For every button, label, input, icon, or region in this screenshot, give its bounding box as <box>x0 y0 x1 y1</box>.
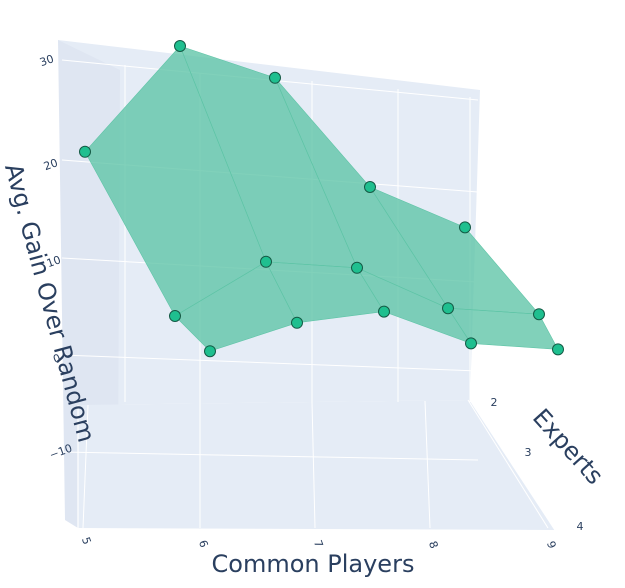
z-tick-label: 20 <box>42 156 60 173</box>
x-tick-label: 9 <box>544 539 559 550</box>
x-axis-title: Common Players <box>212 550 415 578</box>
surface-mesh <box>84 45 559 352</box>
y-axis-title: Experts <box>527 403 609 489</box>
floor-plane <box>78 400 555 530</box>
y-tick-label: 4 <box>577 520 584 533</box>
data-point <box>204 345 216 358</box>
x-grid-line <box>424 400 431 529</box>
data-point <box>552 343 564 356</box>
data-point <box>79 145 91 158</box>
x-tick-label: 7 <box>311 538 326 549</box>
data-point <box>459 221 471 234</box>
data-point <box>169 310 181 322</box>
x-tick-label: 8 <box>426 539 441 550</box>
data-point <box>442 302 454 315</box>
data-point <box>269 71 281 84</box>
y-grid-line <box>469 399 556 531</box>
data-point <box>351 261 363 274</box>
z-grid-line <box>61 451 479 461</box>
x-grid-line <box>467 399 549 529</box>
x-grid-line <box>311 401 316 529</box>
data-point <box>260 255 272 268</box>
data-point <box>465 337 477 350</box>
data-point <box>291 316 303 329</box>
data-point <box>174 40 186 52</box>
x-grid-line <box>82 404 89 529</box>
z-grid-line <box>61 354 479 372</box>
y-tick-label: 3 <box>525 446 532 459</box>
x-tick-label: 5 <box>79 535 94 546</box>
z-tick-label: 10 <box>45 253 63 270</box>
data-point <box>378 305 390 318</box>
data-point <box>364 181 376 193</box>
z-tick-label: 0 <box>51 351 62 366</box>
y-tick-label: 2 <box>491 396 498 409</box>
z-tick-label: 30 <box>38 52 56 69</box>
data-point <box>533 308 545 321</box>
data-points <box>79 40 564 358</box>
x-tick-label: 6 <box>196 538 211 549</box>
